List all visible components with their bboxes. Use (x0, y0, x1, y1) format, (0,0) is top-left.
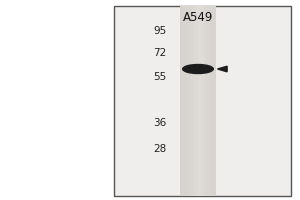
Bar (209, 6, 212, 196)
Bar (205, 6, 209, 196)
Polygon shape (218, 66, 227, 72)
Bar (194, 6, 198, 196)
Text: A549: A549 (183, 11, 213, 24)
Ellipse shape (183, 64, 213, 73)
Bar (198, 6, 202, 196)
Text: 95: 95 (153, 26, 167, 36)
Bar (187, 6, 191, 196)
Text: 55: 55 (153, 72, 167, 82)
Bar (184, 6, 187, 196)
Text: 28: 28 (153, 144, 167, 154)
Bar (212, 6, 216, 196)
Bar (191, 6, 194, 196)
Text: 36: 36 (153, 118, 167, 128)
Bar (114, 6, 291, 196)
Bar (180, 6, 184, 196)
Bar (180, 6, 216, 196)
Bar (202, 6, 205, 196)
Text: 72: 72 (153, 48, 167, 58)
